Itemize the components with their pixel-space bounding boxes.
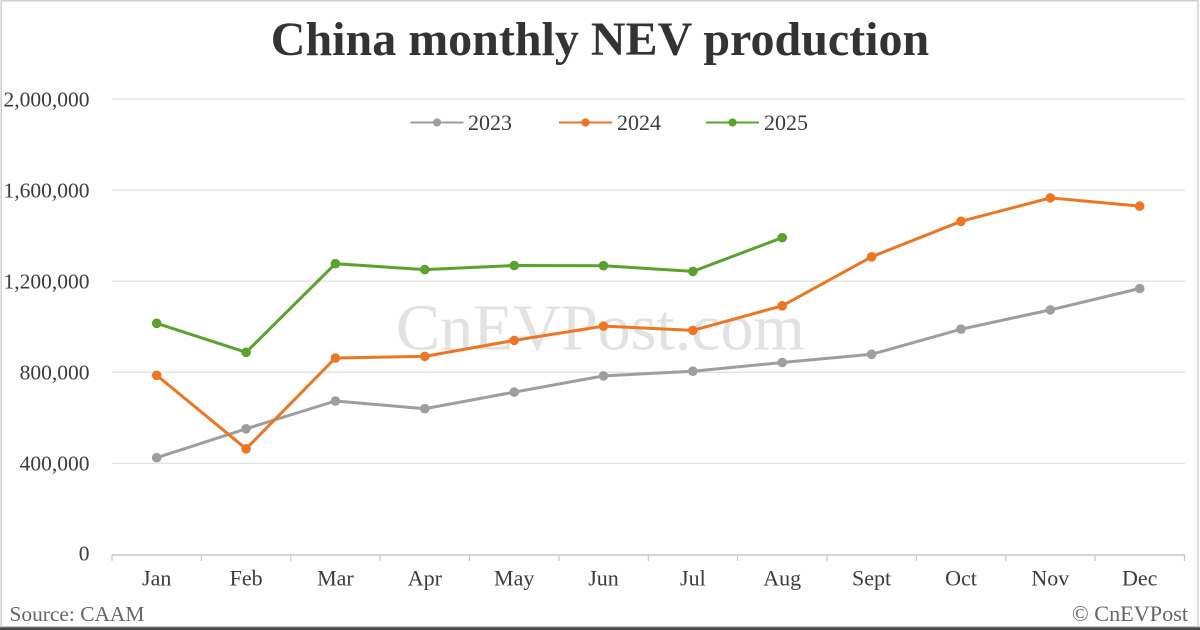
svg-text:1,600,000: 1,600,000 — [4, 178, 90, 202]
svg-text:2024: 2024 — [617, 110, 661, 135]
svg-text:2,000,000: 2,000,000 — [4, 87, 90, 111]
svg-text:Feb: Feb — [230, 566, 263, 591]
svg-text:0: 0 — [79, 542, 90, 566]
svg-text:Source: CAAM: Source: CAAM — [10, 602, 145, 626]
svg-text:Jul: Jul — [680, 566, 706, 591]
svg-text:2025: 2025 — [764, 110, 808, 135]
svg-text:Apr: Apr — [408, 566, 443, 591]
svg-text:Nov: Nov — [1031, 566, 1069, 591]
svg-text:800,000: 800,000 — [20, 361, 90, 385]
svg-text:Sept: Sept — [852, 566, 891, 591]
svg-text:400,000: 400,000 — [20, 452, 90, 476]
svg-text:Jan: Jan — [142, 566, 171, 591]
svg-text:Mar: Mar — [317, 566, 354, 591]
svg-text:May: May — [494, 566, 534, 591]
svg-text:Dec: Dec — [1122, 566, 1158, 591]
svg-text:1,200,000: 1,200,000 — [4, 270, 90, 294]
svg-text:Jun: Jun — [588, 566, 619, 591]
svg-text:Oct: Oct — [945, 566, 977, 591]
svg-text:© CnEVPost: © CnEVPost — [1072, 601, 1189, 626]
svg-text:2023: 2023 — [468, 110, 512, 135]
svg-text:Aug: Aug — [763, 566, 801, 591]
svg-text:China monthly NEV production: China monthly NEV production — [271, 13, 929, 66]
